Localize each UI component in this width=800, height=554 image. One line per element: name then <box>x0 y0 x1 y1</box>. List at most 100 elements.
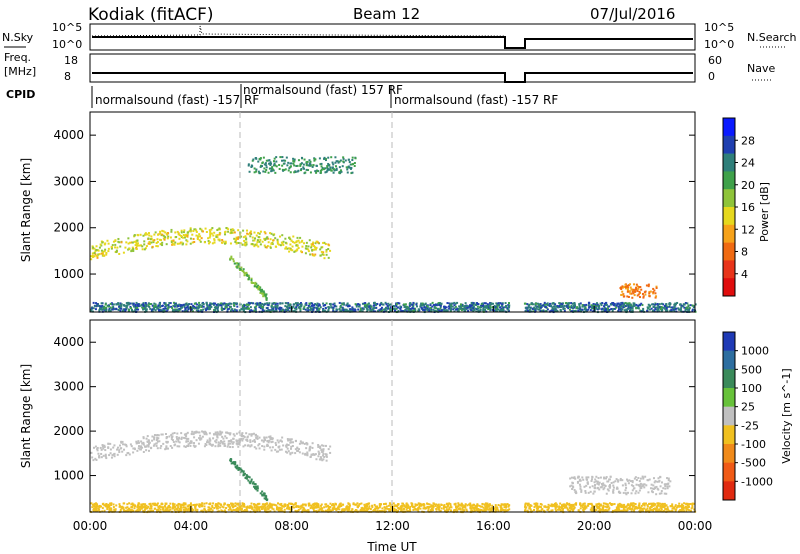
velocity-mark-1283 <box>587 502 590 505</box>
power-ytick-label-1: 2000 <box>53 221 84 235</box>
power-mark-1297 <box>306 307 309 310</box>
velocity-mark-284 <box>266 443 269 446</box>
velocity-mark-521 <box>298 442 301 445</box>
velocity-mark-915 <box>364 509 367 512</box>
power-mark-2145 <box>332 308 335 311</box>
power-mark-797 <box>245 271 248 274</box>
freq-panel: Freq. [MHz] 18 8 60 0 Nave <box>4 51 775 83</box>
velocity-mark-306 <box>232 437 235 440</box>
power-mark-2098 <box>104 308 107 311</box>
velocity-mark-404 <box>306 454 309 457</box>
velocity-mark-112 <box>270 437 273 440</box>
velocity-mark-1836 <box>326 508 329 511</box>
power-mark-2023 <box>193 305 196 308</box>
power-mark-791 <box>259 291 262 294</box>
velocity-mark-470 <box>322 454 325 457</box>
velocity-mark-1077 <box>188 504 191 507</box>
velocity-mark-1442 <box>310 505 313 508</box>
power-mark-2435 <box>393 307 396 310</box>
velocity-mark-420 <box>193 445 196 448</box>
velocity-mark-1829 <box>125 506 128 509</box>
velocity-mark-615 <box>605 492 608 495</box>
velocity-mark-748 <box>610 481 613 484</box>
velocity-mark-1616 <box>93 505 96 508</box>
power-mark-532 <box>351 159 354 162</box>
power-mark-1124 <box>365 310 368 313</box>
power-mark-293 <box>178 237 181 240</box>
velocity-mark-501 <box>237 439 240 442</box>
power-mark-2547 <box>407 306 410 309</box>
power-mark-75 <box>146 233 149 236</box>
velocity-mark-2108 <box>614 509 617 512</box>
velocity-mark-831 <box>674 505 677 508</box>
velocity-mark-1665 <box>190 504 193 507</box>
velocity-mark-9 <box>268 439 271 442</box>
power-mark-2250 <box>247 307 250 310</box>
power-mark-340 <box>269 238 272 241</box>
velocity-mark-632 <box>667 479 670 482</box>
power-mark-514 <box>95 248 98 251</box>
power-mark-618 <box>265 169 268 172</box>
power-mark-284 <box>111 244 114 247</box>
power-mark-245 <box>170 241 173 244</box>
velocity-mark-868 <box>363 503 366 506</box>
power-mark-1328 <box>540 309 543 312</box>
velocity-mark-1366 <box>599 503 602 506</box>
power-mark-1171 <box>603 306 606 309</box>
power-mark-1203 <box>662 303 665 306</box>
velocity-mark-214 <box>216 431 219 434</box>
power-mark-2352 <box>212 302 215 305</box>
velocity-mark-985 <box>280 507 283 510</box>
velocity-mark-1945 <box>106 506 109 509</box>
power-mark-2661 <box>630 292 633 295</box>
power-colorbar-tick-label-5: 24 <box>741 157 755 170</box>
velocity-mark-1469 <box>435 510 438 513</box>
power-mark-2607 <box>541 304 544 307</box>
velocity-mark-617 <box>587 491 590 494</box>
velocity-mark-637 <box>662 487 665 490</box>
power-mark-444 <box>205 230 208 233</box>
power-mark-1049 <box>438 308 441 311</box>
velocity-mark-2120 <box>169 502 172 505</box>
velocity-mark-449 <box>109 448 112 451</box>
power-mark-701 <box>296 170 299 173</box>
power-mark-2094 <box>380 301 383 304</box>
power-ytick-label-0: 1000 <box>53 267 84 281</box>
velocity-mark-1226 <box>652 507 655 510</box>
power-mark-523 <box>321 167 324 170</box>
velocity-mark-630 <box>580 490 583 493</box>
power-mark-1402 <box>668 305 671 308</box>
power-mark-1890 <box>342 307 345 310</box>
power-mark-1580 <box>483 302 486 305</box>
power-mark-2634 <box>409 307 412 310</box>
freq-line <box>92 72 693 83</box>
power-mark-1934 <box>538 303 541 306</box>
power-mark-771 <box>247 274 250 277</box>
velocity-mark-144 <box>261 445 264 448</box>
power-mark-611 <box>324 171 327 174</box>
velocity-mark-1043 <box>607 505 610 508</box>
power-mark-2256 <box>109 306 112 309</box>
power-mark-888 <box>154 303 157 306</box>
power-mark-2481 <box>227 304 230 307</box>
power-mark-363 <box>114 239 117 242</box>
velocity-mark-1507 <box>666 506 669 509</box>
velocity-mark-408 <box>152 444 155 447</box>
velocity-mark-1480 <box>497 504 500 507</box>
power-mark-750 <box>328 168 331 171</box>
power-mark-726 <box>286 164 289 167</box>
velocity-mark-415 <box>214 440 217 443</box>
power-mark-1599 <box>641 303 644 306</box>
power-mark-2220 <box>651 310 654 313</box>
power-mark-49 <box>122 251 125 254</box>
velocity-mark-1905 <box>390 507 393 510</box>
velocity-mark-1257 <box>561 504 564 507</box>
power-mark-2494 <box>100 305 103 308</box>
power-mark-860 <box>432 308 435 311</box>
power-mark-1657 <box>647 303 650 306</box>
power-mark-2405 <box>453 304 456 307</box>
power-mark-2209 <box>553 308 556 311</box>
power-mark-490 <box>107 247 110 250</box>
velocity-mark-213 <box>102 454 105 457</box>
power-mark-1837 <box>166 307 169 310</box>
